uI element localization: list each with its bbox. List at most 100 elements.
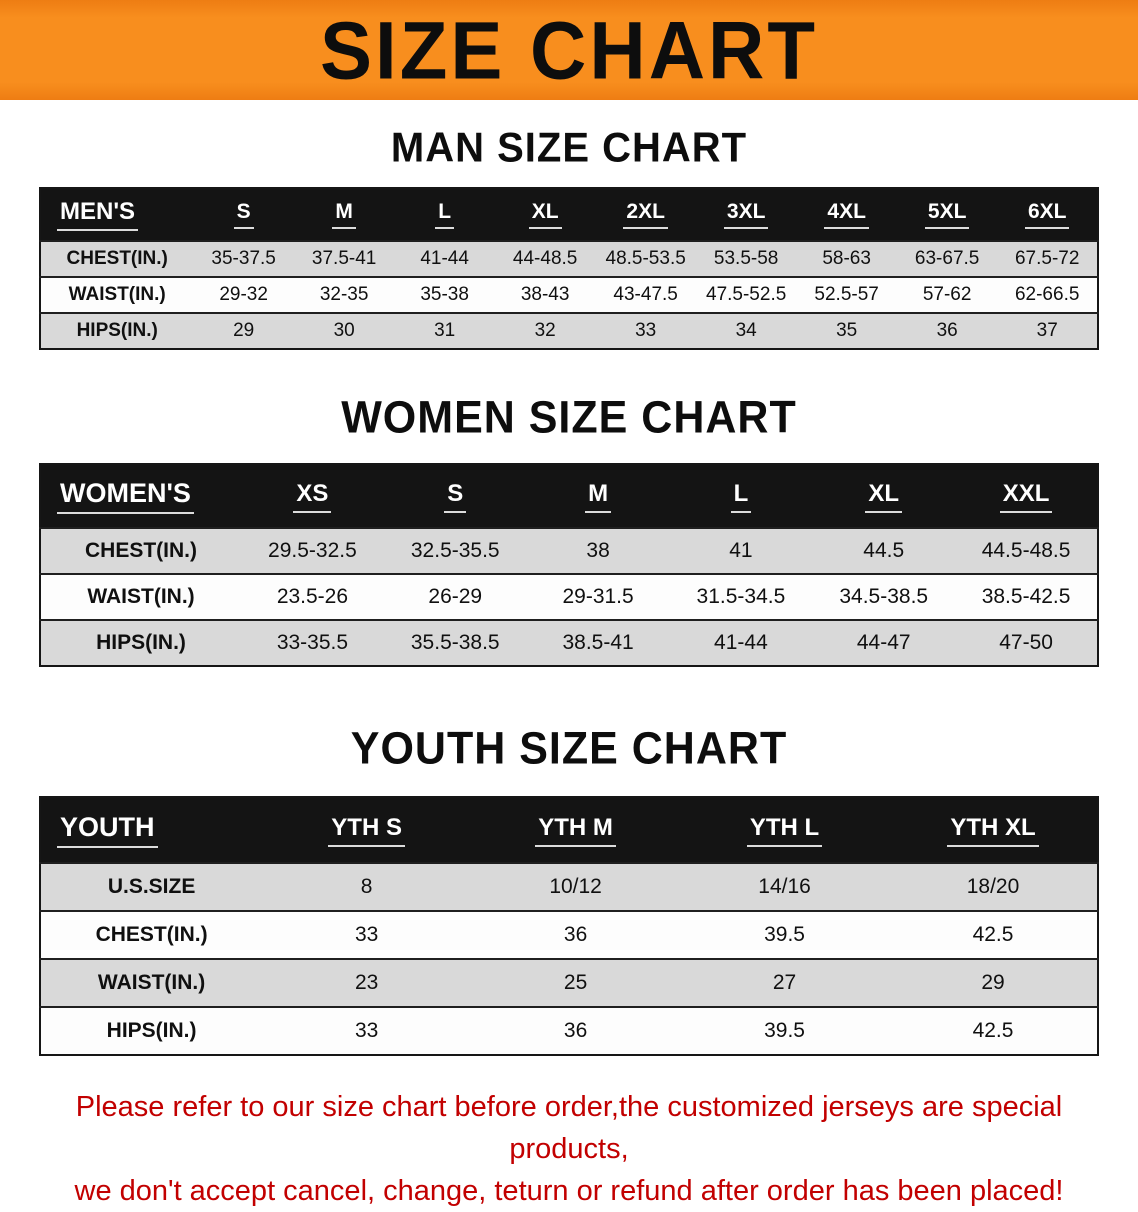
measurement-value-cell: 42.5 <box>889 1006 1098 1055</box>
measurement-value-cell: 42.5 <box>889 910 1098 959</box>
row-label-cell: CHEST(IN.) <box>40 240 194 277</box>
measurement-value-cell: 35.5-38.5 <box>383 619 527 666</box>
size-column-header: 3XL <box>695 188 797 241</box>
table-title-header: MEN'S <box>40 188 194 241</box>
size-column-header: 2XL <box>595 188 696 241</box>
size-column-header: YTH L <box>680 797 890 863</box>
measurement-value-cell: 29.5-32.5 <box>241 527 384 574</box>
measurement-value-cell: 35 <box>796 312 897 349</box>
measurement-value-cell: 35-38 <box>394 276 495 313</box>
measurement-value-cell: 67.5-72 <box>997 240 1098 277</box>
youth-size-table: YOUTH YTH S YTH M YTH L YTH XL U.S.SIZE 8 10/12… <box>39 796 1099 1056</box>
size-column-header: S <box>193 188 294 241</box>
table-title-header: WOMEN'S <box>40 464 242 528</box>
measurement-value-cell: 41-44 <box>394 240 495 277</box>
row-label-cell: CHEST(IN.) <box>40 910 263 959</box>
header-label: YOUTH <box>57 812 158 848</box>
header-label: XL <box>865 480 903 513</box>
women-section: WOMEN SIZE CHART WOMEN'S XS S M L XL XXL CHEST(… <box>0 393 1138 667</box>
measurement-value-cell: 31.5-34.5 <box>669 573 813 620</box>
measurement-value-cell: 38 <box>526 527 670 574</box>
table-row: HIPS(IN.) 33-35.5 35.5-38.5 38.5-41 41-44 44-… <box>40 619 1098 666</box>
measurement-value-cell: 26-29 <box>383 573 527 620</box>
size-column-header: XL <box>494 188 596 241</box>
youth-section: YOUTH SIZE CHART YOUTH YTH S YTH M YTH L YTH… <box>0 723 1138 1056</box>
measurement-value-cell: 39.5 <box>680 910 890 959</box>
banner: SIZE CHART <box>0 0 1138 100</box>
size-column-header: YTH XL <box>889 797 1098 863</box>
measurement-value-cell: 27 <box>680 958 890 1007</box>
measurement-value-cell: 44.5-48.5 <box>955 527 1098 574</box>
table-row: CHEST(IN.) 29.5-32.5 32.5-35.5 38 41 44.5 44.5… <box>40 527 1098 574</box>
table-row: WAIST(IN.) 23 25 27 29 <box>40 958 1098 1007</box>
size-column-header: L <box>394 188 495 241</box>
header-label: S <box>233 200 254 229</box>
header-label: S <box>444 480 467 513</box>
header-label: 4XL <box>824 200 869 229</box>
measurement-value-cell: 36 <box>471 1006 681 1055</box>
size-column-header: L <box>669 464 813 528</box>
measurement-value-cell: 34 <box>695 312 797 349</box>
measurement-value-cell: 33 <box>262 1006 472 1055</box>
size-column-header: XL <box>812 464 956 528</box>
measurement-value-cell: 41 <box>669 527 813 574</box>
measurement-value-cell: 38.5-41 <box>526 619 670 666</box>
measurement-value-cell: 18/20 <box>889 862 1098 911</box>
measurement-value-cell: 23 <box>262 958 472 1007</box>
note-line-1: Please refer to our size chart before or… <box>75 1091 1063 1166</box>
measurement-value-cell: 37.5-41 <box>293 240 395 277</box>
size-column-header: 6XL <box>997 188 1098 241</box>
note-line-2: we don't accept cancel, change, teturn o… <box>74 1175 1064 1208</box>
measurement-value-cell: 44.5 <box>812 527 956 574</box>
measurement-value-cell: 37 <box>997 312 1098 349</box>
header-label: L <box>730 480 752 513</box>
size-column-header: XS <box>241 464 384 528</box>
header-label: 2XL <box>623 200 668 229</box>
measurement-value-cell: 32-35 <box>293 276 395 313</box>
header-label: L <box>435 200 455 229</box>
measurement-value-cell: 25 <box>471 958 681 1007</box>
table-row: HIPS(IN.) 33 36 39.5 42.5 <box>40 1006 1098 1055</box>
header-label: XS <box>293 480 332 513</box>
measurement-value-cell: 34.5-38.5 <box>812 573 956 620</box>
measurement-value-cell: 44-47 <box>812 619 956 666</box>
size-column-header: 5XL <box>896 188 998 241</box>
size-column-header: YTH S <box>262 797 472 863</box>
table-row: WAIST(IN.) 23.5-26 26-29 29-31.5 31.5-34.5 34… <box>40 573 1098 620</box>
header-label: 3XL <box>723 200 769 229</box>
measurement-value-cell: 30 <box>293 312 395 349</box>
row-label-cell: U.S.SIZE <box>40 862 263 911</box>
measurement-value-cell: 36 <box>471 910 681 959</box>
measurement-value-cell: 36 <box>896 312 998 349</box>
table-header-row: YOUTH YTH S YTH M YTH L YTH XL <box>40 797 1098 863</box>
header-label: XL <box>528 200 562 229</box>
measurement-value-cell: 47.5-52.5 <box>695 276 797 313</box>
table-row: HIPS(IN.) 29 30 31 32 33 34 35 36 37 <box>40 312 1098 349</box>
measurement-value-cell: 39.5 <box>680 1006 890 1055</box>
measurement-value-cell: 29 <box>889 958 1098 1007</box>
measurement-value-cell: 33 <box>262 910 472 959</box>
size-column-header: M <box>526 464 670 528</box>
measurement-value-cell: 38-43 <box>494 276 596 313</box>
table-title-header: YOUTH <box>40 797 263 863</box>
youth-section-heading: YOUTH SIZE CHART <box>350 723 788 775</box>
header-label: YTH L <box>746 814 823 847</box>
men-section-heading: MAN SIZE CHART <box>390 124 748 172</box>
header-label: YTH M <box>535 814 616 847</box>
banner-title: SIZE CHART <box>320 3 818 97</box>
header-label: M <box>585 480 612 513</box>
measurement-value-cell: 41-44 <box>669 619 813 666</box>
measurement-value-cell: 33-35.5 <box>241 619 384 666</box>
row-label-cell: CHEST(IN.) <box>40 527 242 574</box>
measurement-value-cell: 31 <box>394 312 495 349</box>
measurement-value-cell: 38.5-42.5 <box>955 573 1098 620</box>
table-row: U.S.SIZE 8 10/12 14/16 18/20 <box>40 862 1098 911</box>
header-label: YTH XL <box>947 814 1039 847</box>
header-label: WOMEN'S <box>57 478 194 514</box>
table-row: WAIST(IN.) 29-32 32-35 35-38 38-43 43-47.5 47.… <box>40 276 1098 313</box>
measurement-value-cell: 43-47.5 <box>595 276 696 313</box>
row-label-cell: WAIST(IN.) <box>40 958 263 1007</box>
table-row: CHEST(IN.) 35-37.5 37.5-41 41-44 44-48.5 48.5… <box>40 240 1098 277</box>
measurement-value-cell: 10/12 <box>471 862 681 911</box>
